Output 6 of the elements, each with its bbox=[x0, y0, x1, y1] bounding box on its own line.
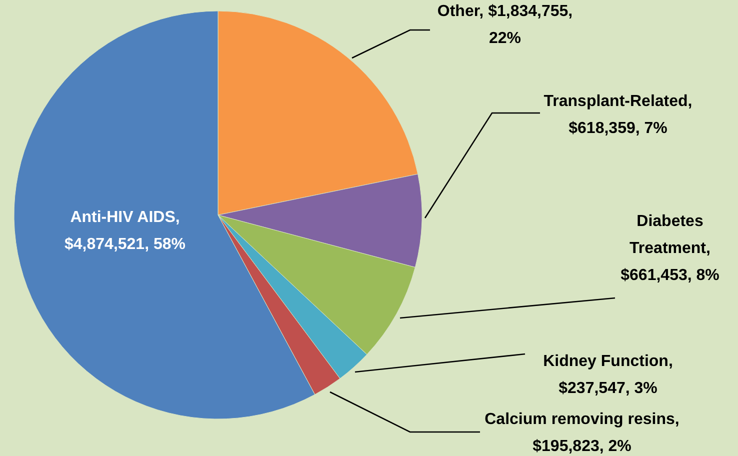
slice-label: Other, $1,834,755, 22% bbox=[437, 3, 573, 47]
slice-label: Calcium removing resins, $195,823, 2% bbox=[484, 411, 680, 455]
slice-label: Anti-HIV AIDS, $4,874,521, 58% bbox=[64, 209, 186, 253]
slice-label: Diabetes Treatment, $661,453, 8% bbox=[620, 213, 720, 284]
slice-label: Kidney Function, $237,547, 3% bbox=[543, 353, 673, 397]
slice-label: Transplant-Related, $618,359, 7% bbox=[544, 93, 692, 137]
